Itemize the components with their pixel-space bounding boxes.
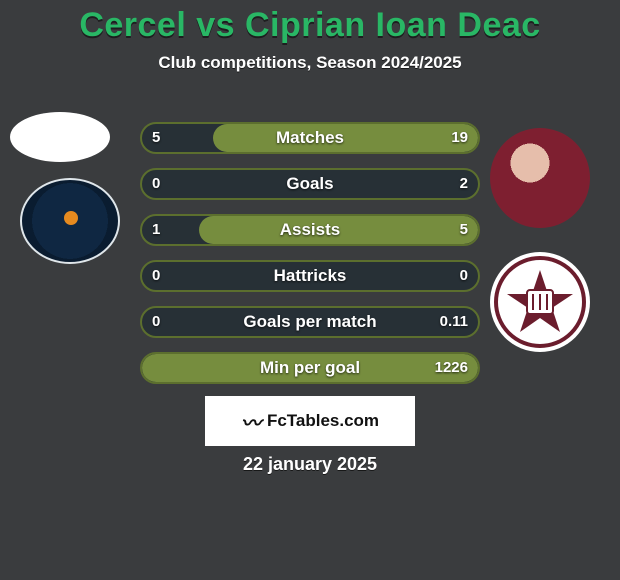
page-title: Cercel vs Ciprian Ioan Deac bbox=[0, 0, 620, 45]
stat-fill-right bbox=[199, 216, 478, 244]
stat-value-right: 19 bbox=[451, 124, 468, 152]
stat-label: Goals bbox=[142, 170, 478, 198]
stat-value-right: 0.11 bbox=[440, 308, 468, 336]
watermark: 〰 FcTables.com bbox=[205, 396, 415, 446]
stat-value-left: 1 bbox=[152, 216, 160, 244]
date-text: 22 january 2025 bbox=[0, 454, 620, 475]
stat-label: Hattricks bbox=[142, 262, 478, 290]
player-right-avatar bbox=[490, 128, 590, 228]
stat-row: 1226Min per goal bbox=[140, 352, 480, 384]
stat-row: 0 0.11Goals per match bbox=[140, 306, 480, 338]
stat-value-right: 0 bbox=[460, 262, 468, 290]
stat-value-left: 5 bbox=[152, 124, 160, 152]
stat-fill-right bbox=[213, 124, 478, 152]
stats-container: 519Matches02Goals15Assists00Hattricks00.… bbox=[140, 122, 480, 398]
stat-value-left: 0 bbox=[152, 170, 160, 198]
club-right-crest bbox=[490, 252, 590, 352]
watermark-text: FcTables.com bbox=[267, 411, 379, 431]
stat-fill-right bbox=[142, 354, 478, 382]
stat-label: Goals per match bbox=[142, 308, 478, 336]
stat-row: 15Assists bbox=[140, 214, 480, 246]
stat-value-right: 1226 bbox=[435, 354, 468, 382]
watermark-icon: 〰 bbox=[241, 407, 261, 436]
subtitle: Club competitions, Season 2024/2025 bbox=[0, 53, 620, 73]
stat-row: 0 0Hattricks bbox=[140, 260, 480, 292]
club-left-crest bbox=[20, 178, 120, 264]
stat-value-right: 2 bbox=[460, 170, 468, 198]
stat-row: 0 2Goals bbox=[140, 168, 480, 200]
stat-value-left: 0 bbox=[152, 262, 160, 290]
stat-value-left: 0 bbox=[152, 308, 160, 336]
stat-value-right: 5 bbox=[460, 216, 468, 244]
stat-row: 519Matches bbox=[140, 122, 480, 154]
player-left-avatar bbox=[10, 112, 110, 162]
